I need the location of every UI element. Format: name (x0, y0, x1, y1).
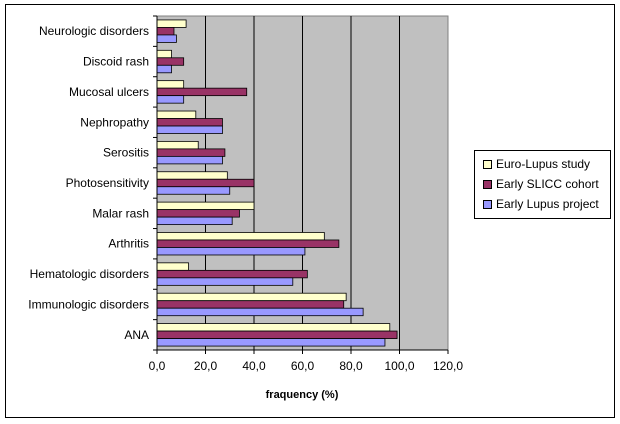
x-tick-label: 120,0 (433, 359, 463, 373)
bar (156, 19, 187, 28)
bar (156, 209, 240, 218)
legend-swatch-early-slicc (483, 179, 492, 189)
bar (156, 80, 185, 89)
category-label: ANA (124, 328, 149, 342)
x-tick-label: 20,0 (194, 359, 218, 373)
bar (156, 95, 185, 104)
bar (156, 186, 231, 195)
bar (156, 27, 175, 36)
category-label: Malar rash (92, 206, 149, 220)
bar (156, 34, 177, 43)
legend-item-early-lupus: Early Lupus project (483, 196, 599, 212)
bar (156, 330, 398, 339)
x-axis-ticks: 0,0 20,0 40,0 60,0 80,0 100,0 120,0 (149, 350, 463, 373)
bar (156, 49, 172, 59)
bar (156, 125, 223, 134)
bar (156, 239, 340, 248)
bar (156, 171, 228, 180)
x-tick-label: 0,0 (149, 359, 166, 373)
bar (156, 292, 347, 302)
bar (156, 232, 325, 241)
x-tick-label: 60,0 (291, 359, 315, 373)
x-tick-label: 80,0 (339, 359, 363, 373)
x-axis-title: fraquency (%) (266, 389, 339, 401)
bar (156, 118, 223, 127)
category-label: Discoid rash (83, 55, 149, 69)
bar (156, 269, 308, 279)
legend: Euro-Lupus study Early SLICC cohort Earl… (474, 150, 611, 219)
bar (156, 247, 306, 256)
bar (156, 338, 386, 347)
x-tick-label: 100,0 (384, 359, 414, 373)
legend-label-early-lupus: Early Lupus project (496, 197, 599, 211)
bar (156, 262, 189, 271)
bar (156, 178, 255, 188)
category-label: Immunologic disorders (28, 297, 149, 311)
legend-swatch-early-lupus (483, 199, 492, 209)
category-labels: Neurologic disorders Discoid rash Mucosal … (28, 15, 157, 351)
legend-label-euro-lupus: Euro-Lupus study (496, 157, 591, 171)
bar (156, 140, 199, 150)
legend-item-euro-lupus: Euro-Lupus study (483, 156, 590, 172)
category-label: Hematologic disorders (30, 267, 149, 281)
legend-swatch-euro-lupus (483, 159, 492, 169)
bar (156, 64, 172, 74)
bar (156, 57, 185, 66)
bar (156, 323, 391, 332)
category-label: Mucosal ulcers (69, 85, 149, 99)
legend-label-early-slicc: Early SLICC cohort (496, 177, 599, 191)
bar (156, 277, 294, 286)
category-label: Serositis (103, 146, 149, 160)
category-label: Arthritis (108, 237, 149, 251)
category-label: Photosensitivity (66, 176, 149, 190)
bar (156, 110, 197, 119)
bar (156, 307, 364, 317)
bar (156, 201, 255, 211)
legend-item-early-slicc: Early SLICC cohort (483, 176, 599, 192)
category-label: Neurologic disorders (39, 24, 149, 38)
bar (156, 87, 248, 97)
bar (156, 216, 233, 226)
bars (156, 19, 398, 347)
bar (156, 155, 223, 165)
category-label: Nephropathy (80, 115, 149, 129)
bar (156, 300, 345, 309)
bar (156, 148, 226, 157)
x-tick-label: 40,0 (242, 359, 266, 373)
